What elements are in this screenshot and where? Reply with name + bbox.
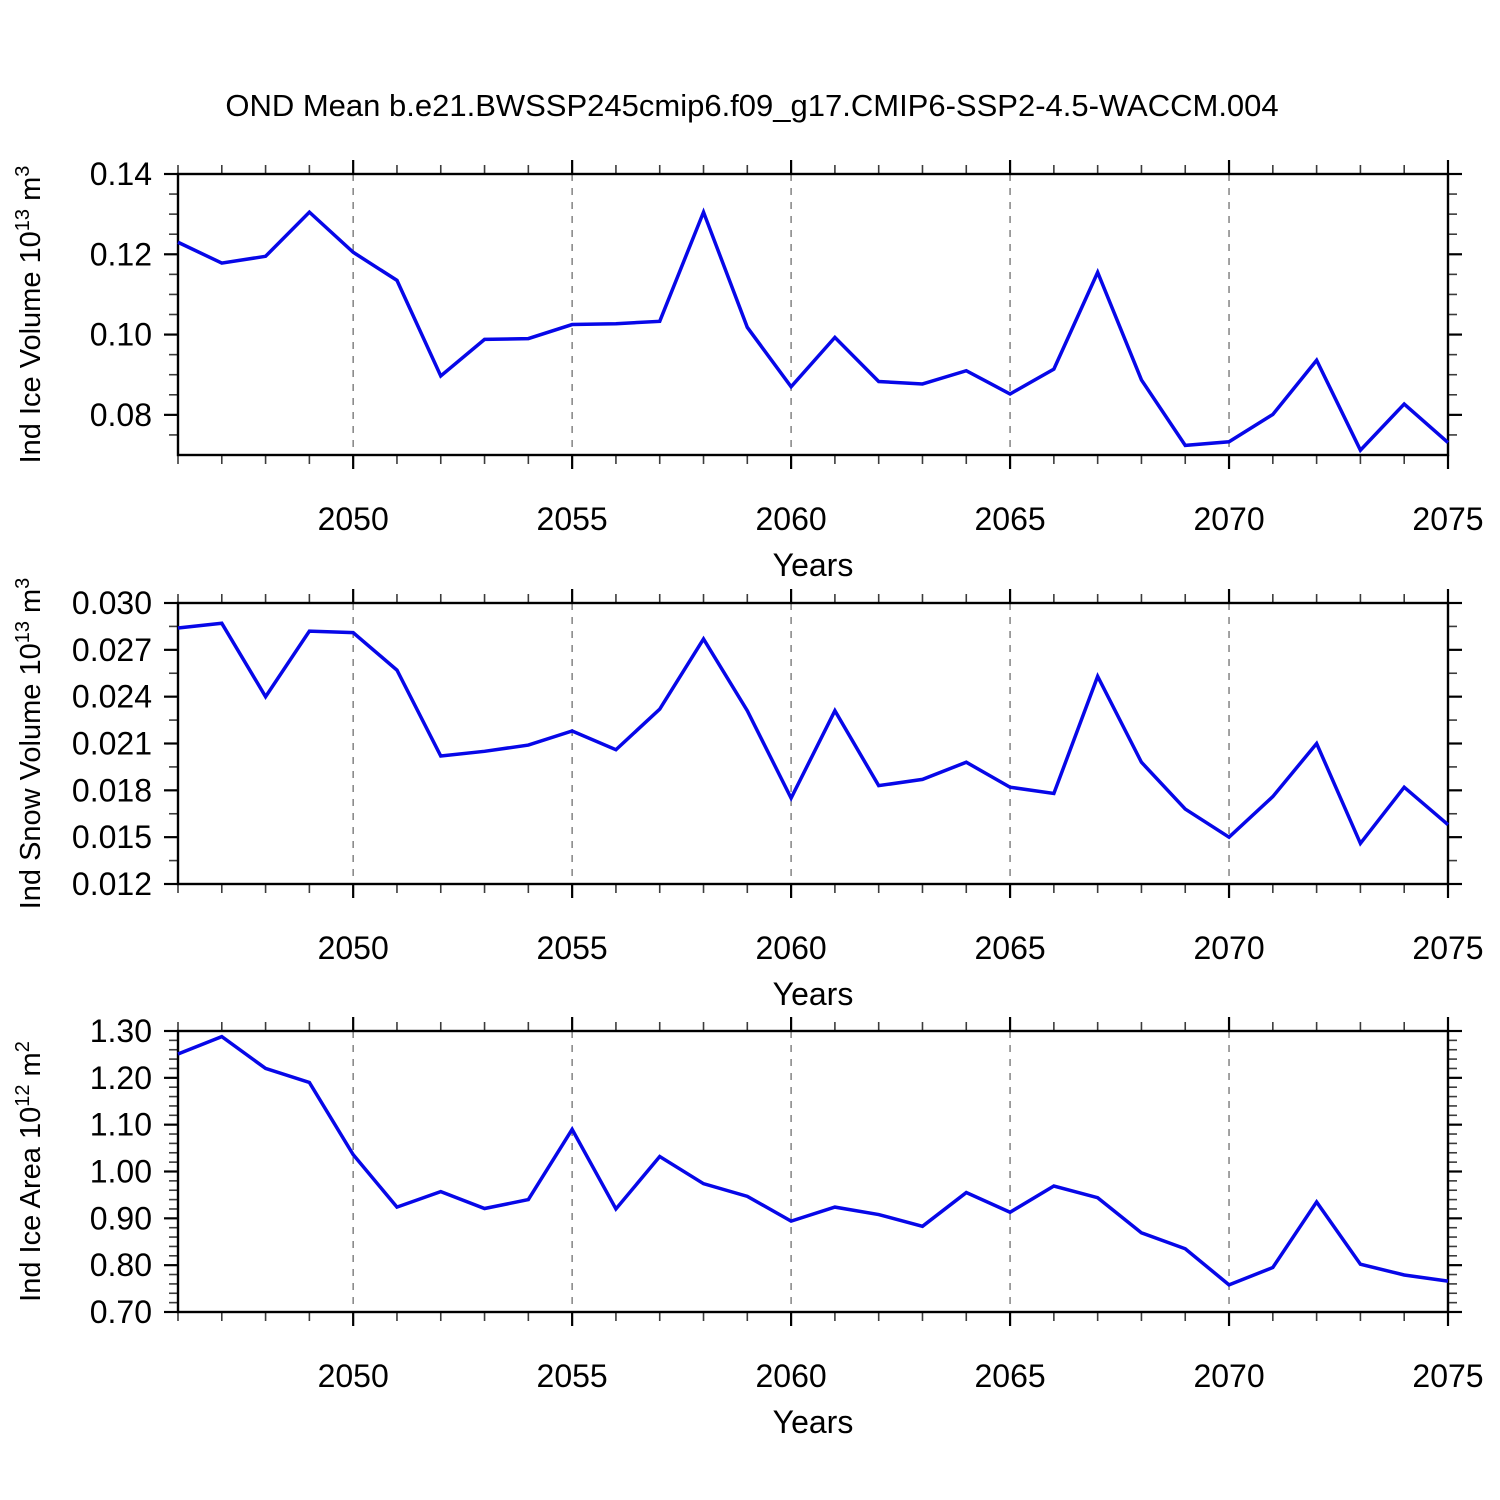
y-tick-label: 0.08 — [90, 397, 152, 433]
figure-title: OND Mean b.e21.BWSSP245cmip6.f09_g17.CMI… — [225, 88, 1279, 123]
y-axis-title-snow_volume: Ind Snow Volume 1013 m3 — [12, 578, 47, 910]
x-tick-label: 2075 — [1412, 1358, 1483, 1394]
y-tick-label: 0.12 — [90, 236, 152, 272]
chart-snow_volume: 0.012 0.015 0.018 0.021 0.024 0.027 0.030 2050 2… — [12, 578, 1484, 1012]
x-tick-label: 2070 — [1193, 501, 1264, 537]
x-tick-label: 2065 — [974, 1358, 1045, 1394]
y-axis-title-ice_area: Ind Ice Area 1012 m2 — [12, 1041, 47, 1302]
y-tick-label: 0.80 — [90, 1247, 152, 1283]
x-tick-label: 2060 — [756, 930, 827, 966]
y-tick-label: 0.90 — [90, 1200, 152, 1236]
x-tick-label: 2050 — [318, 1358, 389, 1394]
y-tick-label: 1.30 — [90, 1013, 152, 1049]
y-tick-label: 1.10 — [90, 1107, 152, 1143]
y-tick-label: 0.018 — [72, 772, 152, 808]
plot-border — [176, 172, 1450, 457]
x-tick-label: 2075 — [1412, 930, 1483, 966]
plot-border — [176, 601, 1450, 886]
y-tick-label: 0.14 — [90, 156, 152, 192]
series-ice_area — [177, 1034, 1449, 1287]
x-tick-label: 2070 — [1193, 1358, 1264, 1394]
x-tick-label: 2050 — [318, 930, 389, 966]
y-tick-label: 0.70 — [90, 1294, 152, 1330]
y-tick-label: 0.021 — [72, 726, 152, 762]
series-ice_volume — [177, 207, 1450, 454]
x-axis-title: Years — [773, 547, 854, 583]
x-tick-label: 2055 — [537, 501, 608, 537]
y-tick-label: 0.012 — [72, 866, 152, 902]
y-tick-label: 0.10 — [90, 317, 152, 353]
x-tick-label: 2070 — [1193, 930, 1264, 966]
x-axis-title: Years — [773, 1404, 854, 1440]
y-tick-label: 0.030 — [72, 585, 152, 621]
y-axis-title-ice_volume: Ind Ice Volume 1013 m3 — [12, 166, 47, 464]
chart-ice_area: 0.70 0.80 0.90 1.00 1.10 1.20 1.30 2050 2055 2060… — [12, 1013, 1484, 1440]
y-tick-label: 1.20 — [90, 1060, 152, 1096]
y-tick-label: 0.027 — [72, 632, 152, 668]
y-tick-label: 1.00 — [90, 1154, 152, 1190]
x-tick-label: 2065 — [974, 501, 1045, 537]
y-tick-label: 0.024 — [72, 679, 152, 715]
x-tick-label: 2055 — [537, 930, 608, 966]
x-tick-label: 2050 — [318, 501, 389, 537]
chart-ice_volume: 0.08 0.10 0.12 0.14 2050 2055 2060 2065 2070 2075… — [12, 156, 1484, 583]
x-axis-title: Years — [773, 976, 854, 1012]
x-tick-label: 2060 — [756, 1358, 827, 1394]
x-tick-label: 2060 — [756, 501, 827, 537]
x-tick-label: 2055 — [537, 1358, 608, 1394]
series-snow_volume — [177, 621, 1450, 847]
x-tick-label: 2065 — [974, 930, 1045, 966]
plot-border — [176, 1029, 1450, 1314]
x-tick-label: 2075 — [1412, 501, 1483, 537]
y-tick-label: 0.015 — [72, 819, 152, 855]
